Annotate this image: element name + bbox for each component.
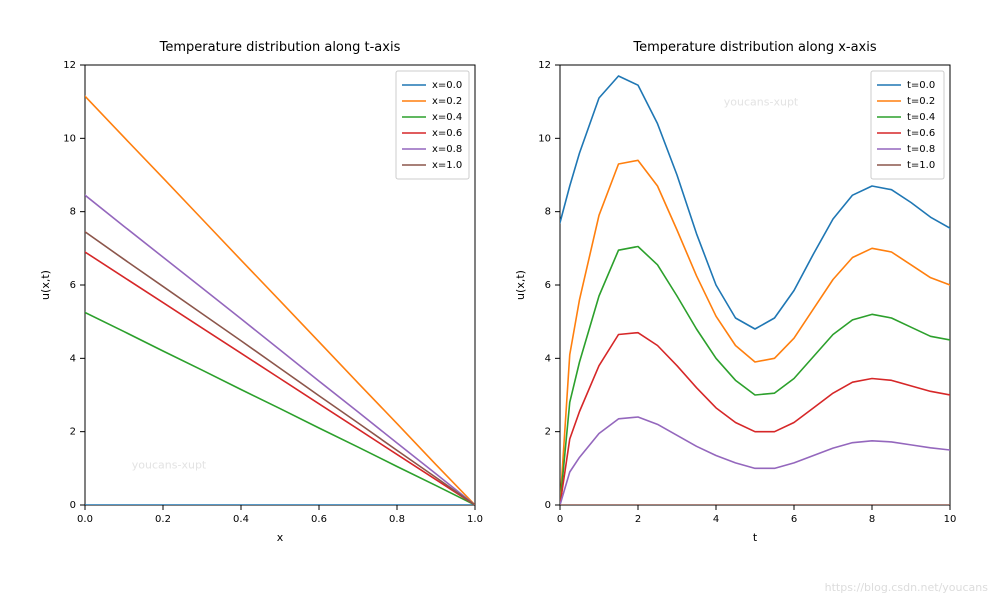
legend-label: t=0.2 bbox=[907, 96, 935, 107]
y-tick-label: 10 bbox=[538, 133, 551, 144]
chart-title: Temperature distribution along x-axis bbox=[632, 40, 877, 55]
chart-title: Temperature distribution along t-axis bbox=[159, 40, 401, 55]
series-line bbox=[560, 160, 950, 505]
x-tick-label: 2 bbox=[635, 514, 641, 525]
x-tick-label: 1.0 bbox=[467, 514, 483, 525]
y-tick-label: 0 bbox=[70, 500, 76, 511]
y-tick-label: 2 bbox=[545, 427, 551, 438]
series-line bbox=[560, 417, 950, 505]
watermark: youcans-xupt bbox=[132, 458, 207, 471]
y-tick-label: 6 bbox=[70, 280, 76, 291]
y-tick-label: 4 bbox=[70, 353, 76, 364]
legend-label: x=1.0 bbox=[432, 160, 462, 171]
legend-label: x=0.6 bbox=[432, 128, 462, 139]
y-tick-label: 0 bbox=[545, 500, 551, 511]
x-axis-label: t bbox=[753, 531, 758, 544]
x-tick-label: 0 bbox=[557, 514, 563, 525]
y-tick-label: 10 bbox=[63, 133, 76, 144]
right-chart: 0 2 4 6 8 10 0 2 4 6 8 10 12 Temperature distribution… bbox=[514, 40, 956, 544]
y-tick-label: 12 bbox=[63, 60, 76, 71]
y-tick-label: 8 bbox=[545, 207, 551, 218]
x-tick-label: 8 bbox=[869, 514, 875, 525]
legend-label: t=0.8 bbox=[907, 144, 935, 155]
legend-label: t=1.0 bbox=[907, 160, 935, 171]
x-tick-label: 0.8 bbox=[389, 514, 405, 525]
x-tick-label: 0.4 bbox=[233, 514, 249, 525]
y-tick-label: 6 bbox=[545, 280, 551, 291]
legend-label: x=0.8 bbox=[432, 144, 462, 155]
x-tick-label: 0.2 bbox=[155, 514, 171, 525]
legend-label: x=0.0 bbox=[432, 80, 462, 91]
x-axis-label: x bbox=[277, 531, 284, 544]
x-tick-label: 0.6 bbox=[311, 514, 327, 525]
legend-label: x=0.4 bbox=[432, 112, 462, 123]
x-tick-label: 4 bbox=[713, 514, 719, 525]
series-line bbox=[560, 247, 950, 506]
watermark: youcans-xupt bbox=[724, 95, 799, 108]
legend-label: t=0.4 bbox=[907, 112, 935, 123]
y-axis-label: u(x,t) bbox=[39, 270, 52, 300]
left-chart: 0.0 0.2 0.4 0.6 0.8 1.0 0 2 4 6 8 10 12 Temperature d… bbox=[39, 40, 483, 544]
y-axis-label: u(x,t) bbox=[514, 270, 527, 300]
footer-attribution: https://blog.csdn.net/youcans bbox=[825, 581, 988, 594]
x-tick-label: 6 bbox=[791, 514, 797, 525]
legend-label: t=0.0 bbox=[907, 80, 935, 91]
figure: 0.0 0.2 0.4 0.6 0.8 1.0 0 2 4 6 8 10 12 Temperature d… bbox=[0, 0, 1000, 600]
series-line bbox=[85, 313, 475, 506]
y-tick-label: 12 bbox=[538, 60, 551, 71]
x-tick-label: 0.0 bbox=[77, 514, 93, 525]
legend: x=0.0 x=0.2 x=0.4 x=0.6 x=0.8 x=1.0 bbox=[396, 71, 469, 179]
y-tick-label: 8 bbox=[70, 207, 76, 218]
legend-label: t=0.6 bbox=[907, 128, 935, 139]
y-tick-label: 4 bbox=[545, 353, 551, 364]
legend: t=0.0 t=0.2 t=0.4 t=0.6 t=0.8 t=1.0 bbox=[871, 71, 944, 179]
legend-label: x=0.2 bbox=[432, 96, 462, 107]
y-tick-label: 2 bbox=[70, 427, 76, 438]
x-tick-label: 10 bbox=[944, 514, 957, 525]
